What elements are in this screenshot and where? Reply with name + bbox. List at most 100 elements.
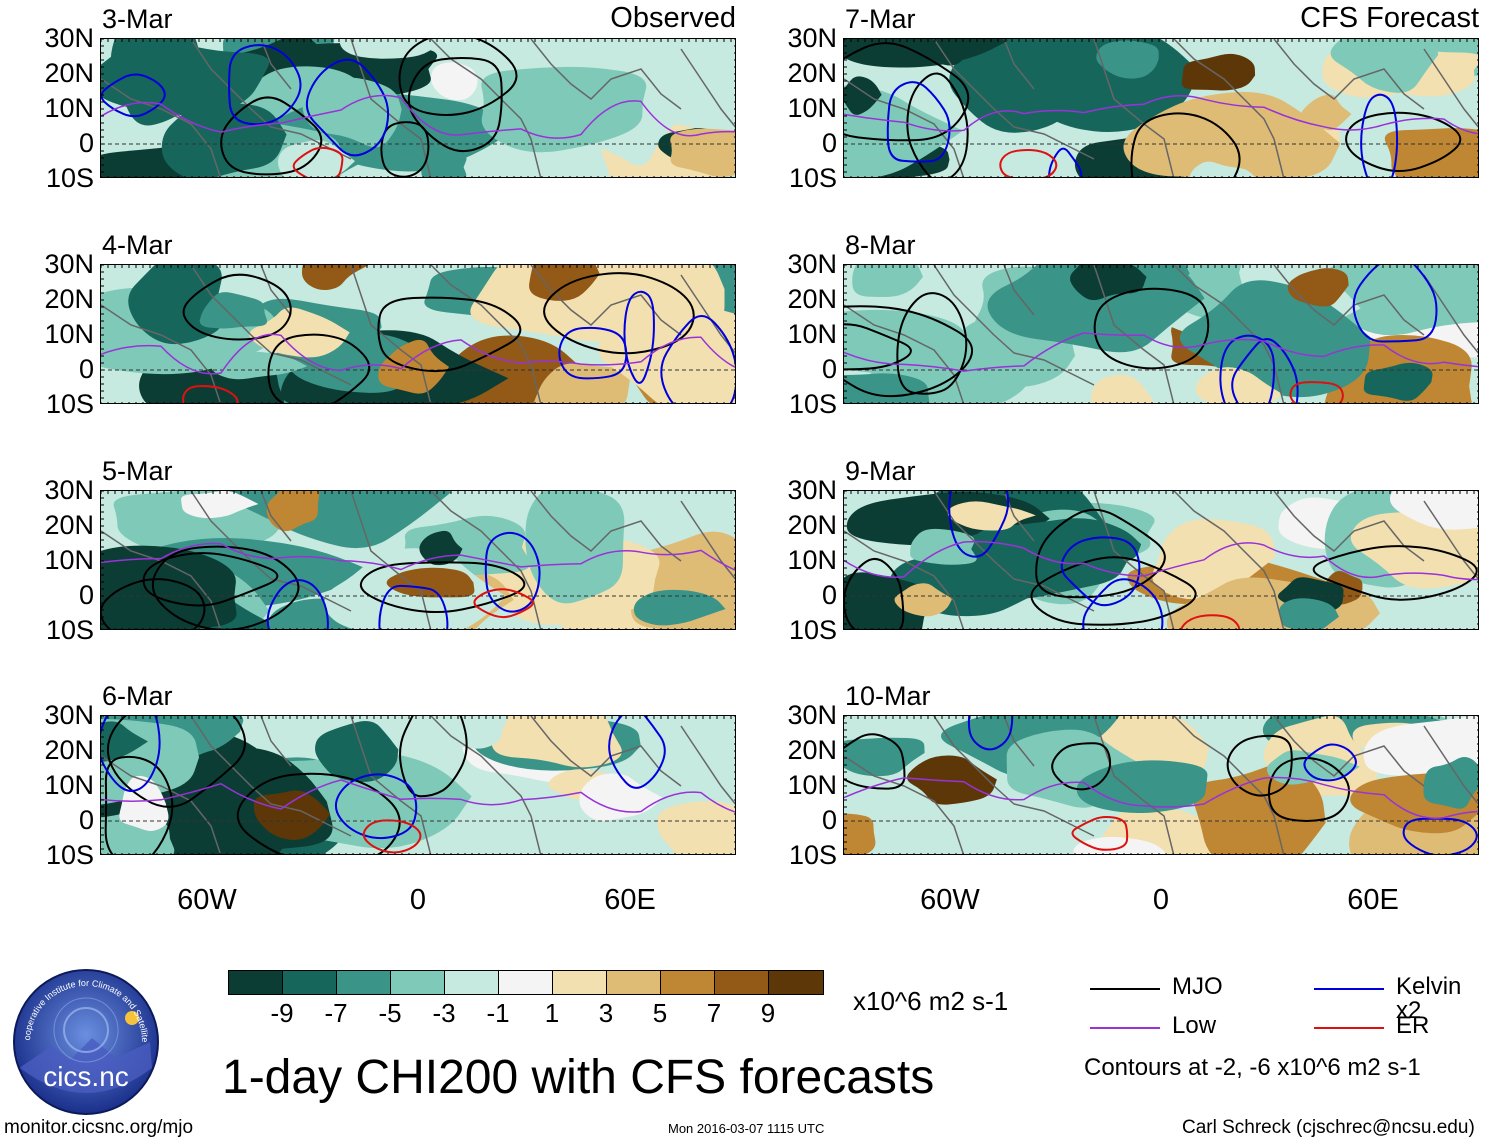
legend-label: Low	[1172, 1012, 1217, 1039]
anomaly-region	[481, 66, 647, 153]
colorbar-tick-label: -3	[432, 998, 456, 1028]
anomaly-core	[579, 773, 663, 821]
mjo-contour	[1093, 287, 1210, 370]
mjo-contour	[844, 42, 970, 142]
legend-swatch	[1090, 988, 1160, 990]
lat-tick-label: 0	[78, 128, 94, 158]
lat-tick-label: 10S	[788, 163, 837, 193]
kelvin-contour	[484, 531, 541, 613]
lat-tick-label: 0	[78, 805, 94, 835]
anomaly-region	[101, 39, 270, 116]
map-panel	[843, 490, 1479, 630]
kelvin-contour	[558, 326, 628, 380]
lat-tick-label: 20N	[44, 510, 94, 540]
lat-tick-label: 30N	[44, 23, 94, 53]
anomaly-region	[1389, 491, 1478, 530]
map-panel	[100, 38, 736, 178]
colorbar-swatch	[499, 971, 553, 994]
mjo-contour	[1051, 742, 1112, 791]
lon-tick-label: 60W	[920, 884, 980, 916]
anomaly-region	[657, 801, 735, 854]
lat-tick-label: 30N	[44, 700, 94, 730]
mjo-contour	[1035, 508, 1166, 599]
colorbar-swatch	[391, 971, 445, 994]
kelvin-contour	[1231, 338, 1299, 403]
logo-text: cics.nc	[43, 1061, 129, 1092]
mjo-contour	[182, 273, 292, 341]
anomaly-core	[1091, 374, 1154, 403]
anomaly-core	[907, 755, 997, 805]
lat-tick-label: 10S	[788, 840, 837, 870]
colorbar-swatch	[607, 971, 661, 994]
mjo-contour	[106, 716, 246, 808]
low-contour	[101, 542, 735, 571]
anomaly-core	[266, 491, 320, 532]
panel-date-label: 4-Mar	[102, 230, 173, 260]
lat-tick-label: 10S	[788, 389, 837, 419]
kelvin-contour	[305, 58, 390, 157]
anomaly-core	[430, 62, 478, 101]
map-panel	[100, 264, 736, 404]
cics-logo: cics.nc Cooperative Institute for Climat…	[9, 960, 160, 1116]
colorbar-swatch	[715, 971, 769, 994]
anomaly-region	[844, 85, 963, 177]
mjo-contour	[104, 755, 174, 854]
anomaly-region	[128, 265, 224, 345]
lon-tick-label: 0	[409, 884, 427, 916]
lat-tick-label: 30N	[787, 23, 837, 53]
colorbar-tick-label: -5	[378, 998, 402, 1028]
contour-note: Contours at -2, -6 x10^6 m2 s-1	[1084, 1054, 1421, 1081]
chart-title: 1-day CHI200 with CFS forecasts	[222, 1051, 935, 1104]
kelvin-contour	[1303, 743, 1357, 782]
colorbar	[228, 970, 824, 995]
anomaly-core	[529, 265, 600, 301]
mjo-contour	[906, 72, 969, 177]
footer-url[interactable]: monitor.cicsnc.org/mjo	[4, 1117, 194, 1138]
legend-label: MJO	[1172, 973, 1223, 1000]
coastlines	[101, 716, 735, 854]
panel-date-label: 8-Mar	[845, 230, 916, 260]
low-contour	[844, 540, 1478, 581]
panel-date-label: 9-Mar	[845, 456, 916, 486]
lat-tick-label: 20N	[787, 284, 837, 314]
observed-label: Observed	[610, 2, 736, 34]
anomaly-core	[301, 265, 368, 291]
anomaly-core	[914, 39, 983, 66]
er-contour	[1071, 816, 1129, 851]
er-contour	[1289, 381, 1344, 403]
axis-ticks	[844, 716, 1478, 854]
panel-date-label: 5-Mar	[102, 456, 173, 486]
coastlines	[101, 265, 735, 403]
lat-tick-label: 0	[821, 805, 837, 835]
er-contour	[999, 148, 1058, 177]
anomaly-region	[1076, 760, 1208, 814]
lat-tick-label: 0	[78, 580, 94, 610]
colorbar-swatch	[229, 971, 283, 994]
low-contour	[101, 94, 735, 139]
colorbar-tick-label: 3	[598, 998, 614, 1028]
kelvin-contour	[1352, 265, 1438, 343]
er-contour	[292, 146, 344, 177]
mjo-contour	[220, 96, 323, 176]
map-panel	[843, 38, 1479, 178]
mjo-contour	[543, 272, 695, 355]
map-panel	[843, 715, 1479, 855]
anomaly-core	[1287, 268, 1349, 307]
lat-tick-label: 10N	[44, 319, 94, 349]
anomaly-core	[339, 39, 439, 59]
mjo-contour	[1226, 734, 1293, 797]
mjo-contour	[844, 305, 974, 398]
mjo-contour	[844, 557, 905, 629]
lon-tick-label: 0	[1152, 884, 1170, 916]
lat-tick-label: 20N	[44, 735, 94, 765]
colorbar-tick-label: -1	[486, 998, 510, 1028]
mjo-contour	[151, 545, 300, 629]
anomaly-core	[386, 567, 475, 598]
er-contour	[473, 588, 534, 619]
lat-tick-label: 10N	[44, 93, 94, 123]
mjo-contour	[1130, 112, 1241, 177]
anomaly-region	[302, 77, 402, 148]
kelvin-contour	[608, 716, 666, 789]
kelvin-contour	[886, 81, 951, 163]
units-label: x10^6 m2 s-1	[853, 986, 1009, 1016]
